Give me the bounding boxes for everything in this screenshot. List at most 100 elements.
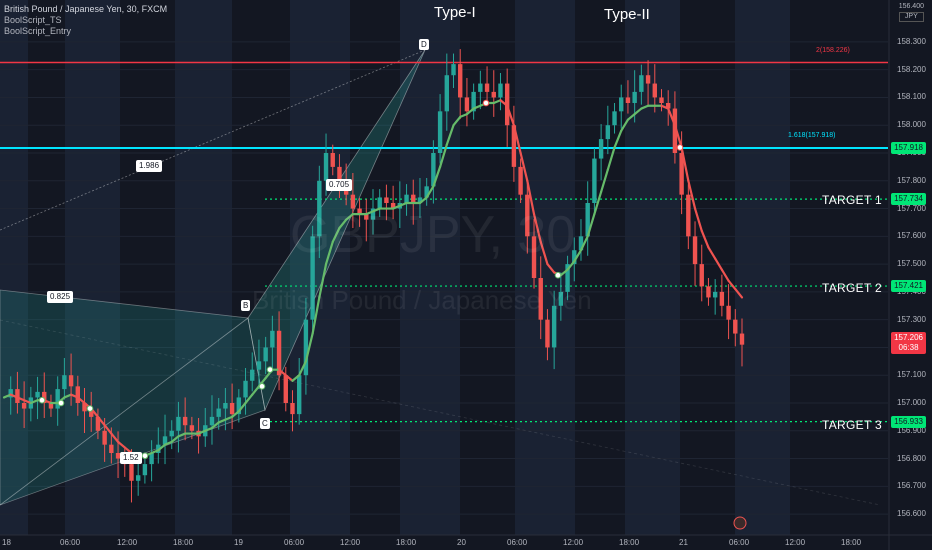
time-axis-label: 18:00 bbox=[841, 538, 862, 547]
ts-line-segment bbox=[512, 124, 522, 155]
session-band bbox=[0, 0, 28, 535]
price-axis-label: 157.700 bbox=[897, 203, 926, 213]
ts-line-segment bbox=[680, 146, 690, 182]
ts-line-segment bbox=[506, 104, 515, 127]
currency-box[interactable]: 156.400 JPY bbox=[898, 3, 924, 22]
ts-line-segment bbox=[177, 432, 187, 438]
candle-body bbox=[115, 453, 121, 459]
ts-line-segment bbox=[23, 399, 32, 405]
candle-body bbox=[176, 416, 181, 431]
ts-line-segment bbox=[606, 146, 616, 171]
time-axis-label: 18:00 bbox=[173, 538, 194, 547]
candle-body bbox=[21, 403, 27, 409]
price-level-tag: 156.933 bbox=[891, 415, 926, 428]
time-axis-label: 06:00 bbox=[729, 538, 750, 547]
time-axis-label: 18 bbox=[2, 538, 11, 547]
currency-unit[interactable]: JPY bbox=[898, 12, 924, 22]
ts-line-segment bbox=[425, 185, 435, 199]
pattern-point-d[interactable]: D bbox=[419, 39, 429, 50]
candle-body bbox=[612, 111, 617, 126]
candle-body bbox=[370, 208, 376, 220]
ratio-label-152[interactable]: 1.52 bbox=[120, 452, 142, 464]
ts-line-segment bbox=[224, 415, 234, 421]
candle-body bbox=[672, 108, 678, 153]
ts-line-segment bbox=[492, 99, 502, 105]
candle-body bbox=[424, 186, 429, 198]
last-price-value: 157.206 bbox=[894, 333, 923, 342]
ts-line-segment bbox=[546, 263, 556, 274]
ts-line-segment bbox=[318, 263, 328, 299]
ratio-label-0705[interactable]: 0.705 bbox=[326, 179, 353, 191]
ts-line-segment bbox=[237, 401, 247, 413]
symbol-title[interactable]: British Pound / Japanese Yen, 30, FXCM bbox=[4, 4, 168, 14]
ts-line-segment bbox=[445, 124, 455, 146]
ts-line-segment bbox=[324, 240, 334, 266]
ts-line-segment bbox=[499, 99, 509, 107]
ts-line-segment bbox=[472, 104, 482, 110]
ts-line-segment bbox=[16, 396, 26, 402]
ratio-label-0825[interactable]: 0.825 bbox=[47, 291, 74, 303]
price-axis-label: 157.600 bbox=[897, 231, 926, 241]
ts-line-segment bbox=[210, 421, 220, 430]
candle-body bbox=[518, 166, 523, 195]
ratio-label-1986[interactable]: 1.986 bbox=[136, 160, 163, 172]
candle-body bbox=[719, 291, 725, 306]
ts-line-segment bbox=[720, 268, 730, 282]
candle-body bbox=[437, 111, 443, 153]
session-band bbox=[735, 0, 790, 535]
fib-label-level1618: 1.618(157.918) bbox=[788, 132, 836, 139]
ts-line-segment bbox=[526, 179, 536, 216]
candle-body bbox=[35, 391, 40, 398]
time-axis-label: 20 bbox=[457, 538, 466, 547]
ts-line-segment bbox=[519, 151, 529, 182]
candle-body bbox=[82, 403, 87, 412]
ts-line-segment bbox=[714, 257, 723, 271]
ts-line-segment bbox=[620, 118, 630, 132]
candle-body bbox=[451, 64, 456, 76]
ts-line-segment bbox=[660, 104, 670, 110]
candle-body bbox=[484, 83, 490, 92]
candle-body bbox=[551, 305, 557, 348]
session-band bbox=[515, 0, 575, 535]
ts-line-segment bbox=[9, 393, 19, 399]
candle-body bbox=[330, 153, 335, 167]
candle-body bbox=[605, 125, 611, 140]
ts-line-segment bbox=[204, 426, 214, 432]
candle-body bbox=[48, 403, 54, 409]
ts-line-segment bbox=[667, 107, 677, 127]
candle-body bbox=[216, 408, 221, 417]
time-axis-label: 06:00 bbox=[284, 538, 305, 547]
ts-line-segment bbox=[727, 279, 737, 291]
price-axis-label: 158.200 bbox=[897, 64, 926, 74]
annotation-type-2: Type-II bbox=[604, 6, 650, 23]
candle-body bbox=[639, 75, 644, 92]
time-axis-label: 12:00 bbox=[563, 538, 584, 547]
entry-signal-dot bbox=[38, 396, 46, 404]
candle-body bbox=[699, 264, 704, 287]
candle-body bbox=[337, 166, 342, 181]
entry-signal-dot bbox=[57, 399, 65, 407]
price-axis-label: 157.300 bbox=[897, 314, 926, 324]
ts-line-segment bbox=[291, 374, 301, 382]
candle-body bbox=[739, 333, 745, 345]
candle-body bbox=[109, 444, 114, 453]
indicator-ts[interactable]: BoolScript_TS bbox=[4, 15, 62, 25]
ts-line-segment bbox=[613, 129, 623, 149]
ts-line-segment bbox=[157, 443, 167, 452]
price-axis-label: 156.700 bbox=[897, 481, 926, 491]
ts-line-segment bbox=[459, 113, 469, 118]
ts-line-segment bbox=[566, 260, 576, 271]
time-axis-label: 12:00 bbox=[340, 538, 361, 547]
candle-body bbox=[692, 236, 698, 265]
candle-body bbox=[578, 236, 584, 251]
annotation-type-1: Type-I bbox=[434, 4, 476, 21]
entry-signal-dot bbox=[141, 452, 149, 460]
pattern-point-c[interactable]: C bbox=[260, 418, 270, 429]
candle-body bbox=[323, 153, 329, 181]
indicator-entry[interactable]: BoolScript_Entry bbox=[4, 26, 72, 36]
ts-line-segment bbox=[116, 440, 126, 449]
pattern-point-b[interactable]: B bbox=[241, 300, 251, 311]
currency-top-price: 156.400 bbox=[898, 3, 924, 10]
